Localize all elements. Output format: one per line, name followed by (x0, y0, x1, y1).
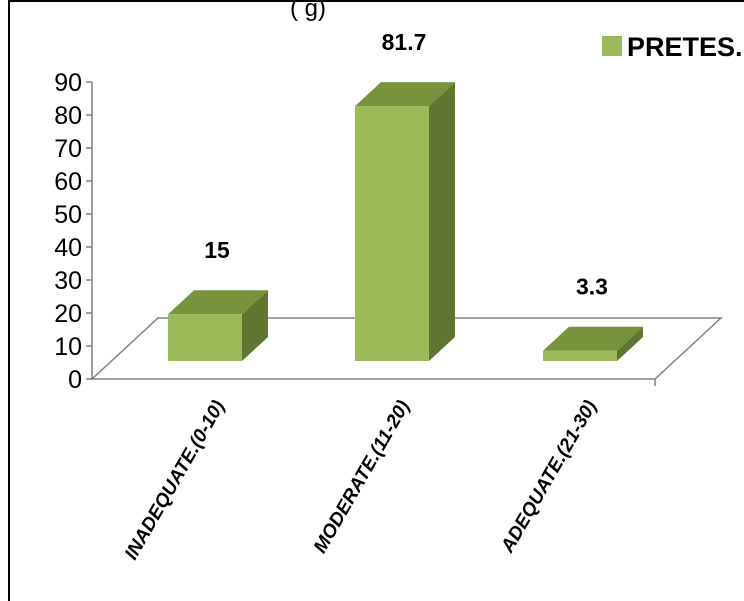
bar-side-face (617, 326, 643, 361)
y-tick-label: 50 (54, 201, 82, 229)
y-tick-label: 10 (54, 333, 82, 361)
category-labels: INADEQUATE.(0-10) MODERATE.(11-20) ADEQUAT… (121, 397, 601, 564)
data-labels: 15 81.7 3.3 (204, 29, 608, 300)
chart-title: ( g) (290, 0, 326, 22)
bar-1 (168, 290, 268, 361)
y-tick-label: 20 (54, 300, 82, 328)
category-label: MODERATE.(11-20) (310, 397, 414, 557)
data-label: 15 (204, 237, 230, 263)
bar-side-face (242, 290, 268, 361)
bar-3 (543, 326, 643, 361)
legend-label: PRETES. (627, 32, 743, 62)
y-tick-label: 60 (54, 168, 82, 196)
bar-top-face (355, 82, 455, 107)
y-tick-label: 30 (54, 267, 82, 295)
bar-front-face (543, 350, 617, 361)
category-label: ADEQUATE.(21-30) (497, 397, 602, 557)
legend-swatch (602, 36, 622, 56)
bar-2 (355, 82, 455, 361)
bar-side-face (429, 82, 455, 361)
legend: PRETES. (602, 32, 743, 62)
y-tick-label: 0 (68, 366, 82, 394)
y-tick-label: 80 (54, 102, 82, 130)
y-tick-label: 40 (54, 234, 82, 262)
y-axis-ticks: 0 10 20 30 40 50 60 70 80 90 (54, 69, 92, 394)
y-tick-label: 90 (54, 69, 82, 97)
bar-series (168, 82, 643, 361)
bar-front-face (168, 314, 242, 361)
bar-front-face (355, 106, 429, 361)
data-label: 81.7 (382, 29, 427, 55)
bar-top-face (543, 326, 643, 351)
bar-top-face (168, 290, 268, 315)
chart-floor (90, 317, 723, 380)
category-label: INADEQUATE.(0-10) (121, 397, 229, 564)
data-label: 3.3 (576, 274, 608, 300)
y-tick-label: 70 (54, 135, 82, 163)
